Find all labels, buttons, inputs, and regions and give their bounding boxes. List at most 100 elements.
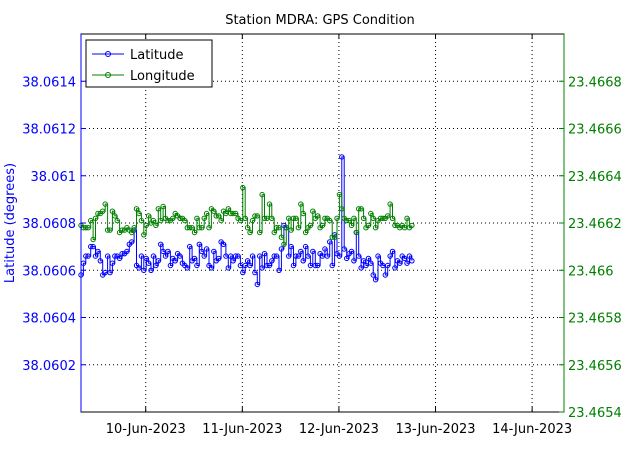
x-tick-label: 12-Jun-2023 [299, 422, 379, 437]
data-point-latitude [341, 246, 347, 252]
data-point-longitude [242, 215, 248, 222]
data-point-latitude [278, 246, 285, 252]
data-point-longitude [85, 225, 91, 231]
data-point-latitude [116, 255, 123, 262]
data-point-longitude [392, 222, 398, 229]
data-point-longitude [339, 206, 345, 212]
data-point-latitude [389, 248, 396, 255]
data-point-longitude [368, 210, 374, 217]
data-point-latitude [136, 265, 142, 271]
data-point-longitude [387, 201, 393, 207]
data-point-longitude [249, 217, 256, 224]
data-point-longitude [133, 206, 140, 212]
data-point-latitude [153, 262, 159, 269]
data-point-latitude [259, 265, 265, 271]
data-point-latitude [196, 241, 203, 248]
data-point-longitude [356, 206, 362, 212]
legend-latitude-marker [105, 51, 111, 57]
left-y-axis: 38.0602 38.0604 38.0606 38.0608 38.061 38.061… [22, 34, 86, 412]
data-point-latitude [358, 265, 364, 271]
data-point-latitude [401, 255, 408, 262]
data-point-latitude [124, 248, 130, 255]
data-point-longitude [278, 234, 285, 240]
data-point-longitude [155, 206, 162, 212]
data-point-longitude [370, 215, 376, 222]
data-point-latitude [385, 262, 391, 269]
data-point-latitude [351, 258, 357, 264]
data-point-longitude [83, 225, 89, 231]
data-point-longitude [315, 213, 321, 219]
data-point-latitude [225, 265, 232, 271]
data-point-latitude [216, 255, 222, 262]
data-point-latitude [312, 262, 318, 269]
data-point-latitude [129, 239, 135, 245]
y-tick-label-right: 23.4658 [568, 312, 622, 327]
data-point-longitude [240, 184, 246, 191]
data-point-latitude [194, 262, 200, 269]
data-point-latitude [109, 260, 116, 266]
y-tick-label-right: 23.4656 [568, 359, 622, 374]
data-point-latitude [235, 253, 241, 259]
y-axis-label-left: Latitude (degrees) [3, 163, 18, 283]
data-point-latitude [375, 253, 381, 259]
data-point-longitude [119, 227, 125, 233]
data-point-longitude [191, 229, 198, 236]
data-point-longitude [158, 217, 164, 224]
data-point-latitude [271, 253, 277, 259]
data-point-longitude [261, 215, 268, 222]
data-point-latitude [143, 255, 149, 262]
data-point-longitude [327, 217, 333, 224]
data-point-latitude [372, 277, 379, 283]
data-point-latitude [348, 248, 355, 255]
data-point-latitude [138, 253, 145, 259]
data-point-latitude [141, 267, 147, 273]
data-point-latitude [305, 253, 311, 259]
data-point-latitude [392, 265, 398, 271]
data-point-latitude [119, 251, 125, 257]
data-point-longitude [136, 210, 142, 217]
y-tick-label-left: 38.0604 [22, 312, 76, 327]
data-point-longitude [129, 229, 135, 236]
data-point-latitude [368, 260, 374, 266]
data-point-longitude [409, 222, 415, 229]
data-point-longitude [288, 227, 294, 233]
data-point-latitude [167, 262, 174, 269]
data-point-longitude [360, 215, 367, 222]
data-point-latitude [387, 253, 393, 259]
data-point-latitude [302, 243, 309, 250]
data-point-longitude [380, 215, 386, 222]
data-point-longitude [372, 225, 379, 231]
data-point-latitude [336, 253, 343, 259]
data-point-latitude [273, 253, 280, 259]
data-point-longitude [247, 229, 253, 236]
right-y-axis: 23.4654 23.4656 23.4658 23.466 23.4662 23.466… [559, 34, 622, 421]
data-point-longitude [138, 217, 145, 224]
data-point-longitude [269, 215, 275, 222]
data-point-latitude [382, 272, 388, 278]
data-point-latitude [365, 255, 372, 262]
data-point-latitude [288, 243, 294, 250]
data-point-latitude [307, 262, 314, 269]
data-point-longitude [218, 217, 224, 224]
data-point-longitude [298, 201, 304, 207]
data-point-longitude [107, 227, 113, 233]
data-point-latitude [247, 262, 253, 269]
data-point-latitude [208, 265, 215, 271]
data-point-longitude [141, 232, 147, 238]
data-point-longitude [293, 215, 299, 222]
data-point-longitude [302, 229, 309, 236]
data-point-latitude [252, 269, 258, 276]
data-point-latitude [264, 262, 270, 269]
data-point-longitude [259, 191, 265, 198]
data-point-latitude [92, 253, 99, 259]
data-point-longitude [389, 215, 396, 222]
data-point-longitude [189, 225, 195, 231]
data-point-latitude [85, 253, 91, 259]
data-point-latitude [298, 248, 304, 255]
data-point-longitude [290, 215, 297, 222]
data-point-longitude [307, 222, 314, 229]
data-point-latitude [266, 262, 273, 269]
data-point-latitude [344, 255, 350, 262]
y-tick-label-left: 38.0612 [22, 123, 76, 138]
data-point-latitude [261, 251, 268, 257]
